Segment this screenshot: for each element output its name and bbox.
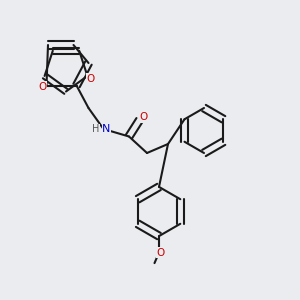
Text: O: O (86, 74, 94, 84)
Text: O: O (156, 248, 165, 258)
Text: H: H (92, 124, 100, 134)
Text: O: O (38, 82, 46, 92)
Text: N: N (102, 124, 111, 134)
Text: O: O (140, 112, 148, 122)
